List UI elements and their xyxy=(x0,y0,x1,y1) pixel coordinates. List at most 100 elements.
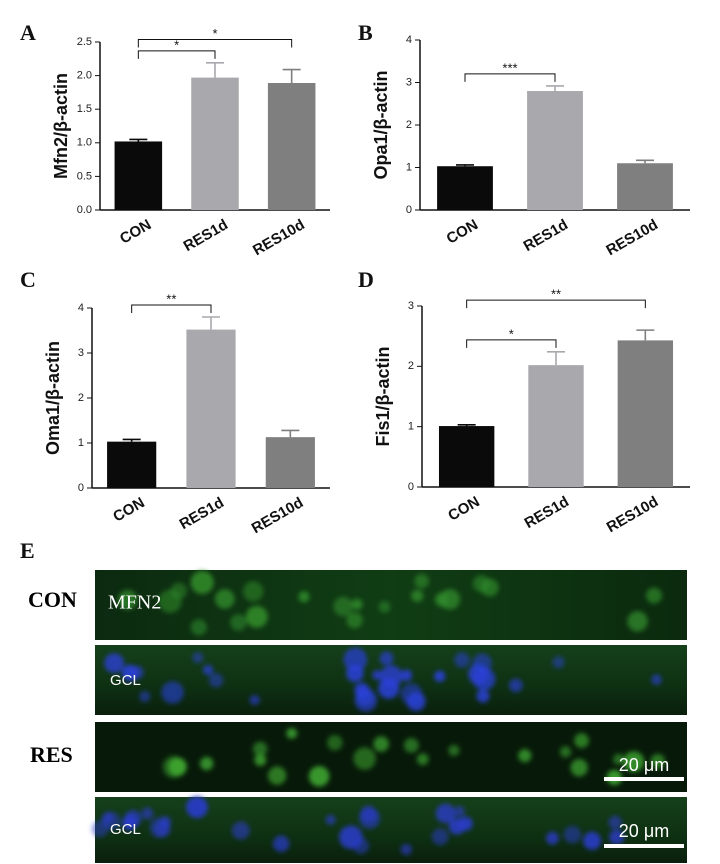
panel-label: A xyxy=(20,20,36,45)
cell xyxy=(403,737,419,753)
y-tick-label: 1.0 xyxy=(77,137,92,149)
cell xyxy=(472,653,492,673)
cell xyxy=(190,570,214,594)
cell xyxy=(333,596,353,617)
cell xyxy=(434,670,446,682)
cell xyxy=(448,744,460,757)
significance-label: * xyxy=(509,326,514,341)
cell xyxy=(121,664,139,682)
cell xyxy=(609,829,625,845)
cell xyxy=(308,765,330,787)
cell xyxy=(252,741,268,757)
y-tick-label: 0.0 xyxy=(77,204,92,216)
cell xyxy=(208,673,224,688)
cell xyxy=(149,817,171,838)
cell xyxy=(552,656,565,669)
y-tick-label: 2 xyxy=(78,392,84,404)
y-tick-label: 1 xyxy=(408,421,414,433)
y-tick-label: 3 xyxy=(78,347,84,359)
cell xyxy=(141,807,154,820)
x-tick-label: RES1d xyxy=(181,216,231,255)
significance-label: * xyxy=(212,26,217,41)
bar xyxy=(107,441,157,488)
cell xyxy=(267,766,287,785)
x-tick-label: RES10d xyxy=(250,216,308,259)
cell xyxy=(354,689,378,712)
error-bar xyxy=(122,438,141,442)
y-axis-title: Oma1/β-actin xyxy=(43,341,63,455)
scale-label: 20 μm xyxy=(619,755,669,775)
layer-label: GCL xyxy=(110,821,141,838)
row-label: RES xyxy=(30,742,73,767)
cell xyxy=(124,810,142,828)
y-tick-label: 1 xyxy=(406,161,412,173)
cell-blobs xyxy=(91,570,666,856)
y-tick-label: 2.0 xyxy=(77,70,92,82)
image-res-mfn2 xyxy=(95,722,687,792)
significance-bracket xyxy=(131,304,212,313)
cell xyxy=(400,669,413,682)
cell xyxy=(351,598,363,610)
significance-bracket xyxy=(137,50,216,59)
cell xyxy=(448,818,466,835)
y-axis-title: Mfn2/β-actin xyxy=(51,73,71,179)
cell xyxy=(372,670,383,681)
significance-label: * xyxy=(174,37,179,52)
cell xyxy=(574,733,589,748)
cell xyxy=(431,828,449,846)
y-tick-label: 0 xyxy=(78,482,84,494)
row-label: CON xyxy=(28,587,77,612)
cell xyxy=(583,831,602,850)
cell xyxy=(200,756,214,771)
bar xyxy=(265,437,315,488)
cell xyxy=(411,589,424,602)
significance-bracket xyxy=(464,73,556,82)
significance-bracket xyxy=(137,39,293,48)
cell xyxy=(214,589,235,609)
cell xyxy=(339,825,363,849)
cell xyxy=(546,831,559,845)
stain-label: MFN2 xyxy=(108,592,161,614)
image-con-mfn2 xyxy=(95,570,687,640)
y-tick-label: 3 xyxy=(406,76,412,88)
y-tick-label: 1 xyxy=(78,437,84,449)
micrographs xyxy=(91,570,687,863)
x-tick-label: CON xyxy=(444,216,481,247)
y-tick-label: 4 xyxy=(406,34,412,46)
y-tick-label: 4 xyxy=(78,302,84,314)
cell xyxy=(192,652,204,664)
cell xyxy=(359,807,381,829)
cell xyxy=(168,757,187,776)
significance-label: ** xyxy=(166,291,176,306)
cell xyxy=(190,619,207,636)
cell xyxy=(202,664,214,676)
y-tick-label: 2 xyxy=(406,119,412,131)
cell xyxy=(230,614,247,631)
panel-label: D xyxy=(358,267,374,292)
cell xyxy=(508,678,523,693)
significance-label: *** xyxy=(502,60,517,75)
x-tick-label: CON xyxy=(117,216,154,247)
cell xyxy=(650,753,666,769)
cell xyxy=(645,587,663,604)
error-bar xyxy=(546,85,564,91)
y-tick-label: 0 xyxy=(408,481,414,493)
bar xyxy=(617,163,673,210)
x-tick-label: RES1d xyxy=(177,494,227,533)
cell xyxy=(373,736,389,752)
y-tick-label: 2 xyxy=(408,360,414,372)
cell xyxy=(608,815,622,830)
cell xyxy=(139,690,151,703)
bar xyxy=(438,426,495,487)
cell xyxy=(286,727,298,739)
cell xyxy=(231,821,250,840)
error-bar xyxy=(281,429,300,438)
cell xyxy=(242,581,264,602)
cell xyxy=(651,674,662,685)
cell xyxy=(453,805,465,818)
scale-label: 20 μm xyxy=(619,821,669,841)
bar xyxy=(114,141,163,210)
x-tick-label: CON xyxy=(445,493,482,524)
y-tick-label: 3 xyxy=(408,300,414,312)
